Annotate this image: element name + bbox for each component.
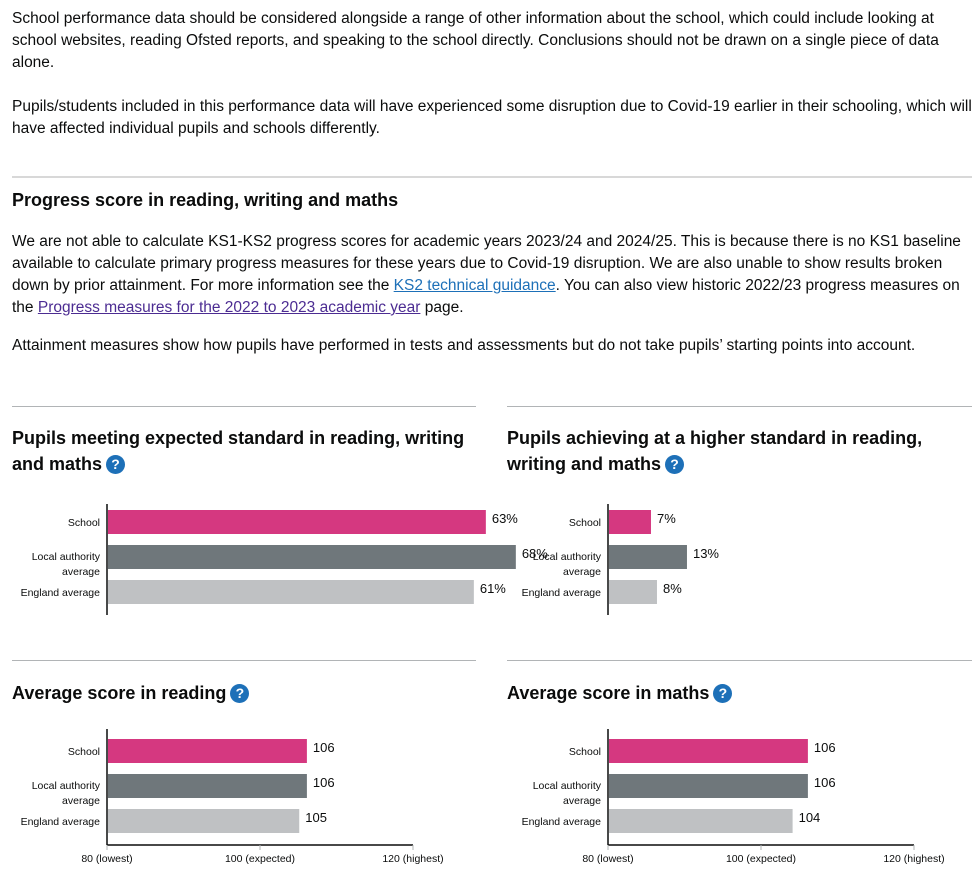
chart-title-reading: Average score in reading?	[12, 680, 472, 706]
bar-la	[108, 545, 516, 569]
category-label: Local authority	[32, 551, 101, 563]
progress-measures-2022-2023-link[interactable]: Progress measures for the 2022 to 2023 a…	[37, 299, 421, 316]
x-tick-label: 100 (expected)	[726, 853, 796, 865]
ks2-technical-guidance-link[interactable]: KS2 technical guidance	[393, 277, 556, 294]
chart-title-higher-standard: Pupils achieving at a higher standard in…	[507, 425, 967, 477]
help-icon[interactable]: ?	[230, 684, 250, 703]
category-label: Local authority	[32, 780, 101, 792]
chart-divider	[12, 660, 476, 661]
category-label: School	[569, 517, 601, 529]
help-icon[interactable]: ?	[665, 455, 685, 474]
category-label: average	[62, 795, 100, 807]
data-label: 68%	[522, 546, 548, 561]
intro-paragraph-2: Pupils/students included in this perform…	[12, 98, 972, 137]
progress-heading: Progress score in reading, writing and m…	[12, 190, 399, 210]
x-tick-label: 100 (expected)	[225, 853, 295, 865]
chart-title-text: Average score in maths	[507, 683, 710, 703]
data-label: 7%	[657, 511, 676, 526]
bar-la	[108, 774, 307, 798]
bar-england	[609, 580, 657, 604]
chart-title-text: Average score in reading	[12, 683, 227, 703]
category-label: England average	[21, 816, 101, 828]
category-label: Local authority	[533, 780, 602, 792]
category-label: Local authority	[533, 551, 602, 563]
category-label: School	[569, 746, 601, 758]
category-label: School	[68, 517, 100, 529]
category-label: average	[563, 795, 601, 807]
x-tick-label: 120 (highest)	[883, 853, 944, 865]
x-tick-label: 80 (lowest)	[582, 853, 633, 865]
progress-text-c: page.	[420, 299, 464, 316]
progress-paragraph: We are not able to calculate KS1-KS2 pro…	[12, 231, 972, 319]
category-label: average	[563, 566, 601, 578]
data-label: 106	[814, 775, 836, 790]
bar-school	[108, 510, 486, 534]
bar-school	[108, 739, 307, 763]
intro-paragraph-1: School performance data should be consid…	[12, 10, 939, 71]
data-label: 104	[799, 810, 821, 825]
category-label: England average	[21, 587, 101, 599]
bar-school	[609, 510, 651, 534]
category-label: average	[62, 566, 100, 578]
help-icon[interactable]: ?	[713, 684, 733, 703]
progress-text-a: We are not able to calculate KS1-KS2 pro…	[12, 233, 961, 294]
category-label: School	[68, 746, 100, 758]
chart-maths: 106 School 106 Local authority average 104 Eng…	[522, 729, 945, 865]
bar-england	[108, 580, 474, 604]
attainment-paragraph: Attainment measures show how pupils have…	[12, 337, 916, 354]
section-divider	[12, 176, 972, 178]
x-tick-label: 120 (highest)	[382, 853, 443, 865]
bar-england	[108, 809, 300, 833]
chart-title-text: Pupils meeting expected standard in read…	[12, 428, 465, 474]
data-label: 13%	[693, 546, 719, 561]
help-icon[interactable]: ?	[106, 455, 126, 474]
data-label: 61%	[480, 581, 506, 596]
chart-higher-standard: 7% School 13% Local authority average 8% Engla…	[522, 504, 719, 615]
x-tick-label: 80 (lowest)	[81, 853, 132, 865]
data-label: 106	[814, 740, 836, 755]
data-label: 106	[313, 740, 335, 755]
data-label: 8%	[663, 581, 682, 596]
chart-reading: 106 School 106 Local authority average 105 Eng…	[21, 729, 444, 865]
category-label: England average	[522, 816, 602, 828]
bar-school	[609, 739, 808, 763]
bar-england	[609, 809, 793, 833]
chart-expected-standard: 63% School 68% Local authority average 61% Eng…	[21, 504, 548, 615]
data-label: 105	[305, 810, 327, 825]
data-label: 63%	[492, 511, 518, 526]
data-label: 106	[313, 775, 335, 790]
category-label: England average	[522, 587, 602, 599]
chart-title-text: Pupils achieving at a higher standard in…	[507, 428, 923, 474]
progress-text-b: . You can also view historic 2022/23 pro…	[12, 277, 960, 316]
chart-divider	[507, 406, 972, 407]
chart-title-maths: Average score in maths?	[507, 680, 967, 706]
chart-divider	[12, 406, 476, 407]
chart-title-expected-standard: Pupils meeting expected standard in read…	[12, 425, 472, 477]
bar-la	[609, 545, 687, 569]
bar-la	[609, 774, 808, 798]
chart-divider	[507, 660, 972, 661]
